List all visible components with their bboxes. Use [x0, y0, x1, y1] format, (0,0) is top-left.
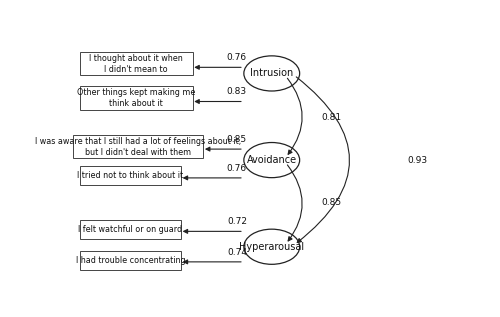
- FancyBboxPatch shape: [73, 135, 203, 158]
- Text: Other things kept making me
think about it: Other things kept making me think about …: [77, 88, 196, 108]
- Text: 0.76: 0.76: [227, 53, 247, 62]
- Text: 0.93: 0.93: [407, 156, 427, 165]
- FancyBboxPatch shape: [80, 52, 192, 75]
- Text: Avoidance: Avoidance: [246, 155, 297, 165]
- Text: Intrusion: Intrusion: [250, 68, 294, 78]
- Text: 0.85: 0.85: [322, 198, 342, 207]
- FancyBboxPatch shape: [80, 220, 181, 239]
- Text: 0.74: 0.74: [227, 248, 247, 256]
- FancyBboxPatch shape: [80, 166, 181, 185]
- Text: I had trouble concentrating: I had trouble concentrating: [76, 256, 185, 265]
- Text: I thought about it when
I didn't mean to: I thought about it when I didn't mean to: [89, 54, 183, 74]
- Text: 0.72: 0.72: [227, 217, 247, 226]
- Text: I felt watchful or on guard: I felt watchful or on guard: [78, 225, 182, 234]
- Text: 0.85: 0.85: [227, 135, 247, 144]
- Text: I was aware that I still had a lot of feelings about it,
but I didn't deal with : I was aware that I still had a lot of fe…: [35, 137, 241, 157]
- Text: 0.81: 0.81: [322, 113, 342, 122]
- FancyBboxPatch shape: [80, 251, 181, 270]
- Text: 0.76: 0.76: [227, 164, 247, 172]
- Text: Hyperarousal: Hyperarousal: [239, 242, 304, 252]
- Text: I tried not to think about it: I tried not to think about it: [77, 171, 184, 180]
- Text: 0.83: 0.83: [227, 87, 247, 96]
- FancyBboxPatch shape: [80, 86, 192, 110]
